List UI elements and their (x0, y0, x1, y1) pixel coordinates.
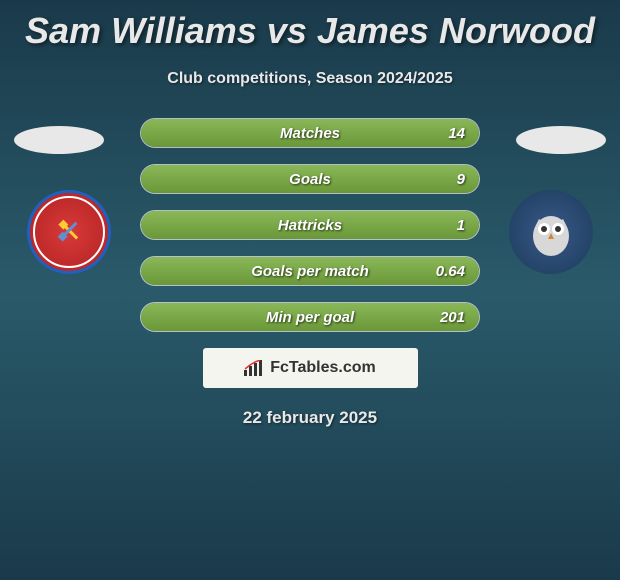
owl-icon (521, 201, 581, 261)
page-title: Sam Williams vs James Norwood (0, 0, 620, 52)
stat-row: Goals 9 (140, 164, 480, 194)
hammers-icon (54, 216, 84, 246)
player-placeholder-left (14, 126, 104, 154)
stat-value: 201 (440, 309, 465, 326)
stats-list: Matches 14 Goals 9 Hattricks 1 Goals per… (140, 118, 480, 332)
stat-value: 0.64 (436, 263, 465, 280)
stat-label: Goals (289, 171, 331, 188)
stat-value: 1 (457, 217, 465, 234)
subtitle: Club competitions, Season 2024/2025 (0, 70, 620, 88)
player-placeholder-right (516, 126, 606, 154)
stat-label: Min per goal (266, 309, 354, 326)
stat-label: Goals per match (251, 263, 369, 280)
date-text: 22 february 2025 (0, 408, 620, 428)
stat-value: 14 (448, 125, 465, 142)
branding-box: FcTables.com (203, 348, 418, 388)
branding-text: FcTables.com (270, 359, 376, 377)
team-badge-right (509, 190, 593, 274)
stat-row: Goals per match 0.64 (140, 256, 480, 286)
stat-value: 9 (457, 171, 465, 188)
stat-row: Hattricks 1 (140, 210, 480, 240)
stat-row: Min per goal 201 (140, 302, 480, 332)
comparison-panel: Matches 14 Goals 9 Hattricks 1 Goals per… (0, 118, 620, 428)
team-badge-left (27, 190, 111, 274)
stat-label: Matches (280, 125, 340, 142)
chart-icon (244, 360, 264, 376)
stat-label: Hattricks (278, 217, 342, 234)
stat-row: Matches 14 (140, 118, 480, 148)
